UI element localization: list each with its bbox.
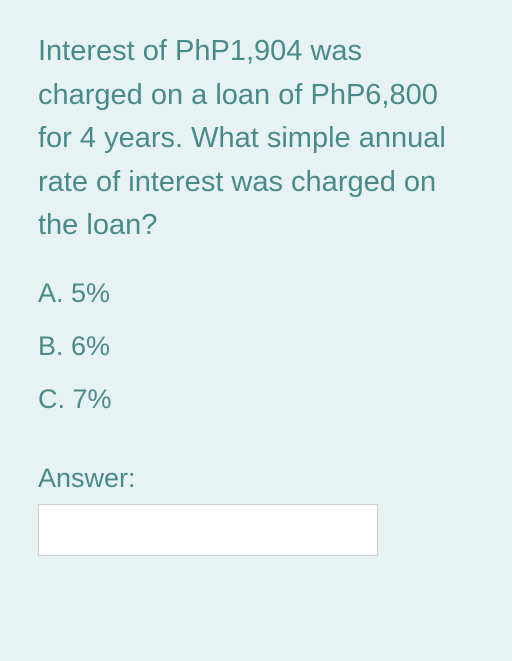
- option-a: A. 5%: [38, 276, 474, 311]
- answer-input[interactable]: [38, 504, 378, 556]
- question-text: Interest of PhP1,904 was charged on a lo…: [38, 30, 474, 248]
- options-list: A. 5% B. 6% C. 7%: [38, 276, 474, 417]
- option-c: C. 7%: [38, 382, 474, 417]
- answer-label: Answer:: [38, 463, 474, 494]
- option-b: B. 6%: [38, 329, 474, 364]
